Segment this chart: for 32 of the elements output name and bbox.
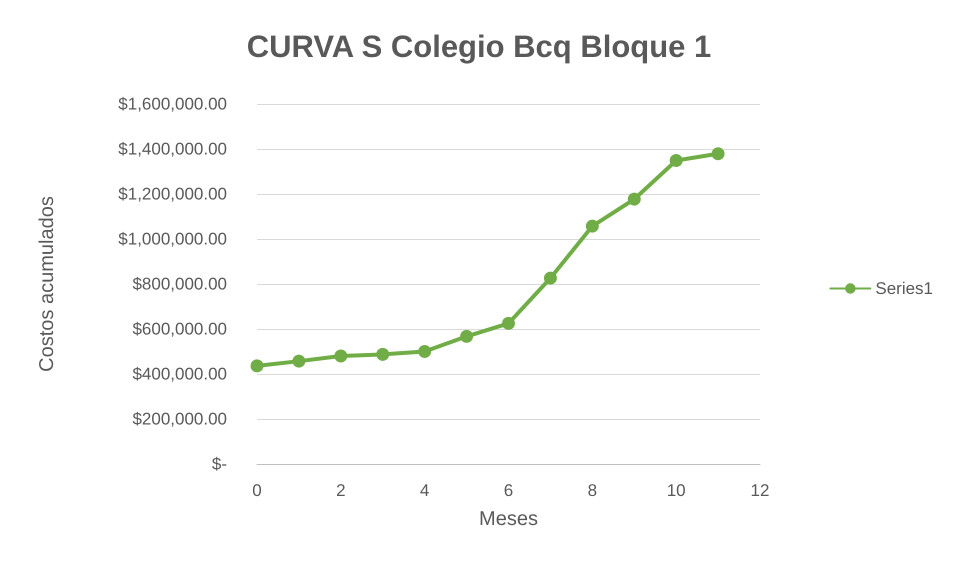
x-tick-label: 2: [336, 481, 346, 500]
chart-title: CURVA S Colegio Bcq Bloque 1: [246, 29, 712, 64]
legend-label: Series1: [875, 279, 933, 298]
x-tick-label: 12: [750, 481, 770, 500]
point: [460, 330, 474, 343]
point: [334, 350, 348, 362]
point: [544, 272, 557, 285]
y-tick-label: $-: [212, 454, 227, 474]
y-axis-title: Costos acumulados: [36, 196, 58, 372]
x-tick-label: 10: [666, 481, 686, 500]
point: [418, 345, 432, 358]
y-tick-label: $200,000.00: [132, 410, 227, 428]
point: [712, 147, 725, 160]
x-tick-label: 8: [588, 481, 598, 500]
point: [670, 154, 683, 167]
y-tick-label: $1,200,000.00: [118, 184, 227, 204]
x-tick-label: 6: [504, 481, 514, 500]
y-tick-label: $1,400,000.00: [118, 140, 227, 158]
x-axis-title: Meses: [479, 508, 538, 530]
y-tick-label: $400,000.00: [132, 364, 227, 384]
y-tick-label: $600,000.00: [132, 320, 227, 338]
y-tick-label: $800,000.00: [132, 274, 227, 294]
y-tick-label: $1,000,000.00: [118, 230, 227, 248]
point: [292, 354, 306, 368]
point: [628, 192, 641, 206]
y-tick-label: $1,600,000.00: [118, 94, 227, 114]
point: [250, 359, 264, 372]
point: [502, 316, 515, 330]
x-tick-label: 4: [420, 481, 430, 500]
point: [376, 348, 390, 361]
x-tick-label: 0: [252, 481, 262, 500]
point: [586, 220, 599, 233]
